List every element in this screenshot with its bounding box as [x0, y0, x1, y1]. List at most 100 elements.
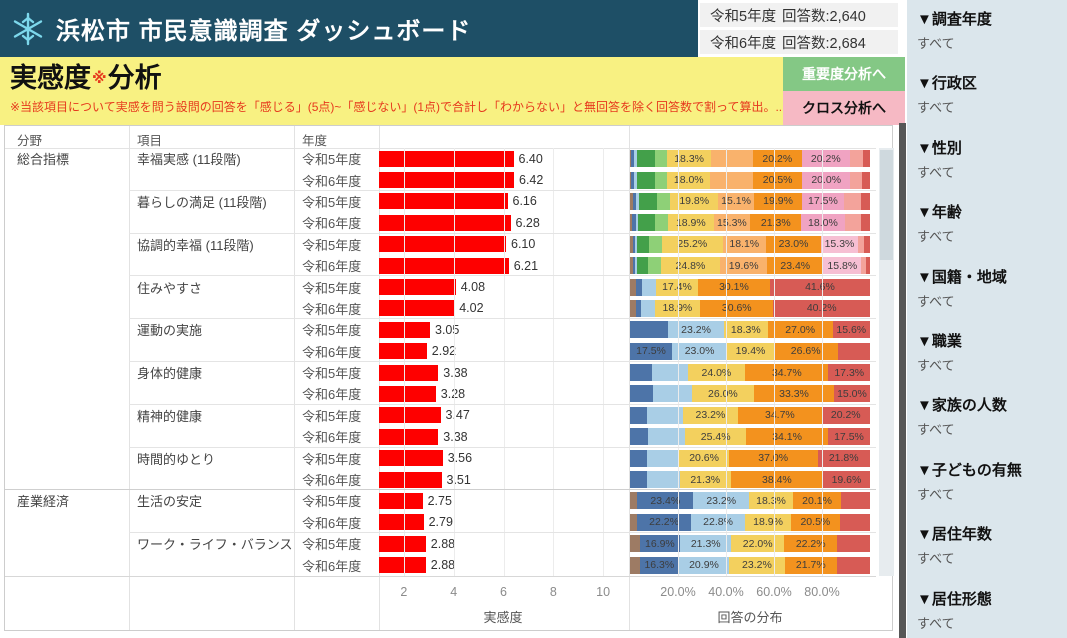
feeling-bar[interactable]	[379, 407, 441, 424]
distribution-segment[interactable]	[850, 171, 863, 189]
distribution-segment[interactable]: 20.2%	[801, 150, 851, 168]
distribution-segment[interactable]: 24.8%	[660, 257, 721, 275]
distribution-segment[interactable]	[630, 321, 669, 339]
distribution-segment[interactable]: 20.0%	[802, 171, 851, 189]
distribution-segment[interactable]: 18.9%	[654, 299, 701, 317]
distribution-segment[interactable]: 38.4%	[730, 471, 823, 489]
distribution-segment[interactable]: 40.2%	[773, 299, 870, 317]
filter-value-dropdown[interactable]: すべて	[917, 486, 955, 502]
distribution-segment[interactable]: 21.3%	[679, 471, 731, 489]
distribution-segment[interactable]: 15.6%	[832, 321, 870, 339]
distribution-segment[interactable]	[865, 257, 870, 275]
distribution-segment[interactable]: 22.8%	[690, 513, 746, 531]
distribution-segment[interactable]: 22.0%	[731, 535, 785, 553]
distribution-segment[interactable]: 21.3%	[680, 535, 732, 553]
distribution-segment[interactable]: 20.1%	[792, 492, 842, 510]
distribution-segment[interactable]: 23.4%	[637, 492, 694, 510]
distribution-segment[interactable]: 21.7%	[784, 556, 837, 574]
distribution-segment[interactable]	[634, 150, 638, 168]
distribution-segment[interactable]: 18.3%	[749, 492, 793, 510]
distribution-segment[interactable]: 21.3%	[750, 214, 802, 232]
distribution-segment[interactable]: 30.1%	[697, 278, 771, 296]
distribution-segment[interactable]	[636, 257, 648, 275]
distribution-segment[interactable]: 16.3%	[639, 556, 679, 574]
filter-value-dropdown[interactable]: すべて	[917, 551, 955, 567]
distribution-segment[interactable]: 23.4%	[767, 257, 824, 275]
distribution-segment[interactable]	[630, 428, 648, 446]
feeling-bar[interactable]	[379, 428, 439, 445]
distribution-segment[interactable]	[635, 299, 641, 317]
feeling-bar[interactable]	[379, 300, 455, 317]
distribution-segment[interactable]	[841, 492, 870, 510]
distribution-segment[interactable]	[857, 235, 864, 253]
distribution-segment[interactable]: 27.0%	[767, 321, 833, 339]
distribution-segment[interactable]	[861, 214, 870, 232]
feeling-bar[interactable]	[379, 236, 506, 253]
distribution-segment[interactable]: 17.5%	[827, 428, 870, 446]
distribution-segment[interactable]: 37.0%	[728, 449, 818, 467]
filter-value-dropdown[interactable]: すべて	[917, 164, 955, 180]
distribution-segment[interactable]	[648, 235, 663, 253]
distribution-segment[interactable]: 15.1%	[717, 192, 755, 210]
feeling-bar[interactable]	[379, 535, 426, 552]
distribution-segment[interactable]: 20.5%	[753, 171, 803, 189]
feeling-bar[interactable]	[379, 172, 514, 189]
distribution-segment[interactable]	[638, 214, 656, 232]
distribution-segment[interactable]	[860, 192, 870, 210]
distribution-segment[interactable]	[652, 385, 692, 403]
feeling-bar[interactable]	[379, 471, 442, 488]
distribution-segment[interactable]: 23.0%	[672, 342, 728, 360]
distribution-segment[interactable]: 15.0%	[833, 385, 870, 403]
distribution-segment[interactable]	[632, 192, 637, 210]
feeling-bar[interactable]	[379, 343, 427, 360]
distribution-segment[interactable]: 19.4%	[727, 342, 774, 360]
distribution-segment[interactable]: 22.2%	[637, 513, 691, 531]
feeling-bar[interactable]	[379, 514, 424, 531]
distribution-segment[interactable]	[630, 364, 652, 382]
distribution-segment[interactable]: 16.9%	[639, 535, 681, 553]
page-scrollbar[interactable]	[899, 123, 906, 638]
distribution-segment[interactable]: 34.7%	[745, 364, 829, 382]
distribution-segment[interactable]: 18.3%	[723, 321, 768, 339]
distribution-segment[interactable]	[711, 150, 754, 168]
distribution-segment[interactable]	[863, 235, 870, 253]
distribution-segment[interactable]: 21.8%	[817, 449, 870, 467]
filter-value-dropdown[interactable]: すべて	[917, 229, 955, 245]
distribution-segment[interactable]	[850, 150, 863, 168]
filter-value-dropdown[interactable]: すべて	[917, 36, 955, 51]
feeling-bar[interactable]	[379, 385, 436, 402]
distribution-segment[interactable]	[630, 171, 632, 189]
distribution-segment[interactable]: 41.6%	[770, 278, 870, 296]
distribution-segment[interactable]	[630, 471, 647, 489]
distribution-segment[interactable]: 20.2%	[753, 150, 802, 168]
cross-analysis-button[interactable]: クロス分析へ	[783, 91, 905, 125]
distribution-segment[interactable]: 15.3%	[821, 235, 858, 253]
distribution-segment[interactable]: 30.6%	[700, 299, 774, 317]
distribution-segment[interactable]: 18.3%	[667, 150, 712, 168]
distribution-segment[interactable]	[862, 171, 870, 189]
distribution-segment[interactable]: 26.0%	[691, 385, 755, 403]
distribution-segment[interactable]: 19.8%	[670, 192, 718, 210]
distribution-segment[interactable]: 17.3%	[828, 364, 870, 382]
distribution-segment[interactable]: 34.1%	[746, 428, 828, 446]
distribution-segment[interactable]	[638, 192, 658, 210]
distribution-segment[interactable]	[641, 278, 657, 296]
distribution-segment[interactable]	[654, 171, 668, 189]
distribution-segment[interactable]: 23.2%	[682, 406, 739, 424]
distribution-segment[interactable]	[836, 556, 870, 574]
distribution-segment[interactable]: 20.6%	[679, 449, 729, 467]
filter-value-dropdown[interactable]: すべて	[917, 357, 955, 373]
distribution-segment[interactable]: 15.8%	[823, 257, 862, 275]
feeling-bar[interactable]	[379, 557, 426, 574]
distribution-segment[interactable]	[646, 449, 680, 467]
distribution-segment[interactable]: 19.6%	[822, 471, 870, 489]
distribution-segment[interactable]	[636, 192, 639, 210]
distribution-segment[interactable]	[647, 428, 686, 446]
distribution-segment[interactable]	[634, 171, 638, 189]
importance-analysis-button[interactable]: 重要度分析へ	[783, 57, 905, 91]
distribution-segment[interactable]	[630, 299, 636, 317]
distribution-segment[interactable]	[844, 214, 862, 232]
distribution-segment[interactable]: 34.7%	[738, 406, 822, 424]
filter-value-dropdown[interactable]: すべて	[917, 422, 955, 438]
distribution-segment[interactable]	[837, 342, 870, 360]
